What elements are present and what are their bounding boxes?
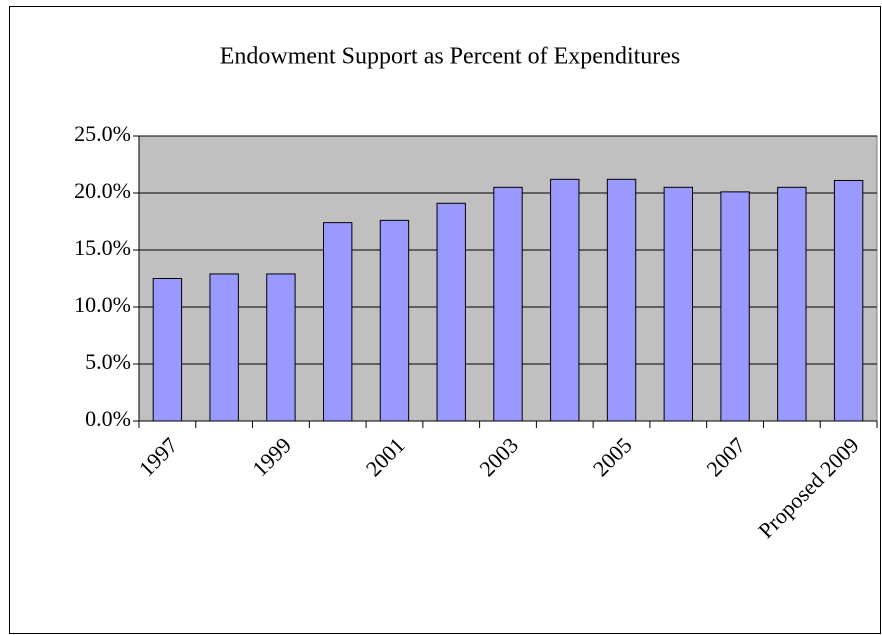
bar (720, 191, 750, 422)
bar (152, 278, 183, 422)
bar (493, 186, 523, 422)
bar (550, 178, 580, 422)
bar (663, 186, 693, 422)
bar (323, 222, 353, 422)
y-tick-label: 20.0% (74, 178, 131, 203)
y-tick-label: 5.0% (85, 349, 131, 374)
y-tick-label: 0.0% (85, 406, 131, 431)
bar (209, 273, 239, 422)
bar (606, 178, 637, 422)
y-tick-label: 10.0% (74, 292, 131, 317)
y-tick-label: 25.0% (74, 121, 131, 146)
chart-title: Endowment Support as Percent of Expendit… (220, 44, 681, 70)
bar (777, 186, 807, 422)
y-tick-label: 15.0% (74, 235, 131, 260)
bar (436, 202, 466, 422)
bar (379, 219, 410, 422)
bar (266, 273, 296, 422)
bar (833, 179, 864, 422)
